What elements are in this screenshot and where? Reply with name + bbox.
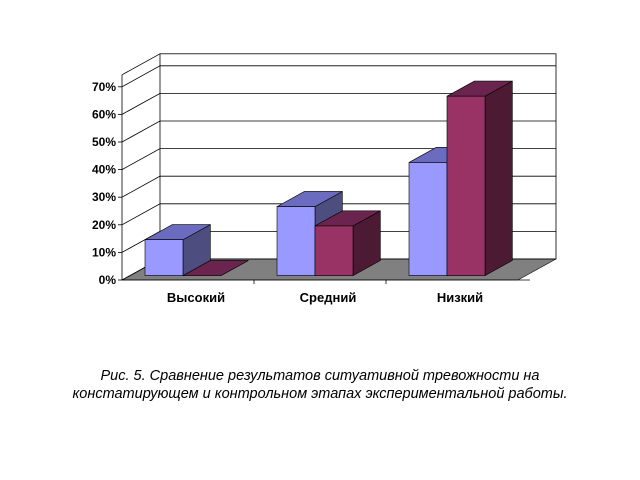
y-tick-label: 50% [92, 135, 116, 149]
bar [314, 225, 354, 276]
x-axis-category-labels: Высокий Средний Низкий [167, 290, 483, 305]
y-tick-label: 40% [92, 163, 116, 177]
gridline [121, 65, 556, 88]
bar-top [182, 260, 249, 276]
gridline [121, 120, 556, 143]
bars [144, 80, 513, 277]
y-tick-label: 60% [92, 107, 116, 121]
gridline [121, 93, 556, 115]
y-tick-label: 30% [92, 190, 116, 204]
x-category-label: Низкий [437, 290, 483, 305]
x-category-label: Высокий [167, 290, 225, 305]
gridline [121, 148, 556, 170]
y-tick-label: 10% [92, 245, 116, 259]
bar [144, 239, 184, 276]
caption-line-2: констатирующем и контрольном этапах эксп… [72, 386, 568, 402]
y-tick-label: 20% [92, 218, 116, 232]
bar-chart: 0% 10% 20% 30% 40% 50% 60% 70% Высокий Средний Ни… [92, 53, 557, 305]
bar-side [484, 80, 513, 277]
wall-edge [121, 53, 161, 76]
bar [446, 95, 486, 276]
bar [408, 162, 448, 276]
y-tick-label: 70% [92, 80, 116, 94]
x-category-label: Средний [300, 290, 357, 305]
y-axis-tick-labels: 0% 10% 20% 30% 40% 50% 60% 70% [92, 80, 116, 287]
bar [276, 206, 316, 276]
y-tick-label: 0% [99, 273, 117, 287]
figure-caption: Рис. 5. Сравнение результатов ситуативно… [20, 367, 620, 403]
caption-line-1: Рис. 5. Сравнение результатов ситуативно… [100, 368, 540, 384]
